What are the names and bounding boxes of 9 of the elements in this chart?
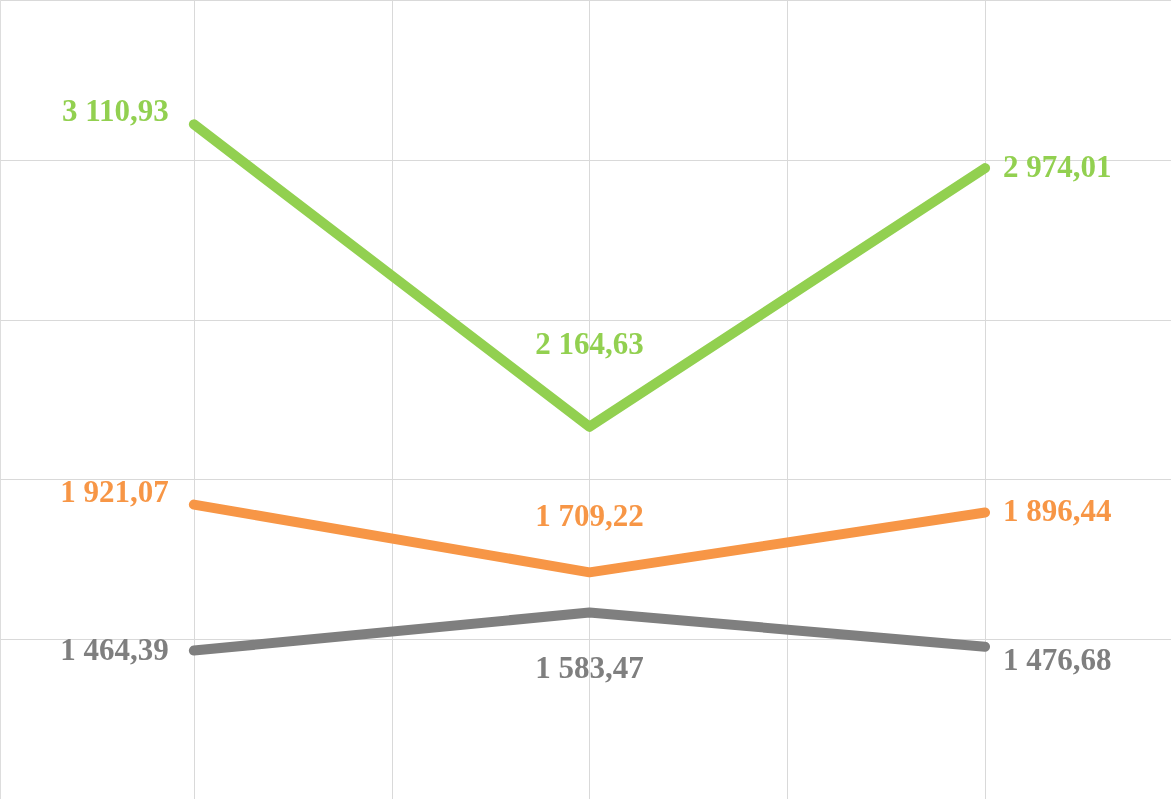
data-label: 1 921,07 bbox=[60, 473, 169, 509]
data-label: 1 464,39 bbox=[60, 631, 169, 667]
data-label: 1 709,22 bbox=[535, 498, 644, 534]
data-label: 1 583,47 bbox=[535, 649, 644, 685]
data-label: 2 974,01 bbox=[1003, 149, 1112, 185]
data-label: 2 164,63 bbox=[535, 325, 644, 361]
data-label: 3 110,93 bbox=[62, 93, 169, 129]
data-label: 1 896,44 bbox=[1003, 493, 1112, 529]
data-label: 1 476,68 bbox=[1003, 641, 1112, 677]
